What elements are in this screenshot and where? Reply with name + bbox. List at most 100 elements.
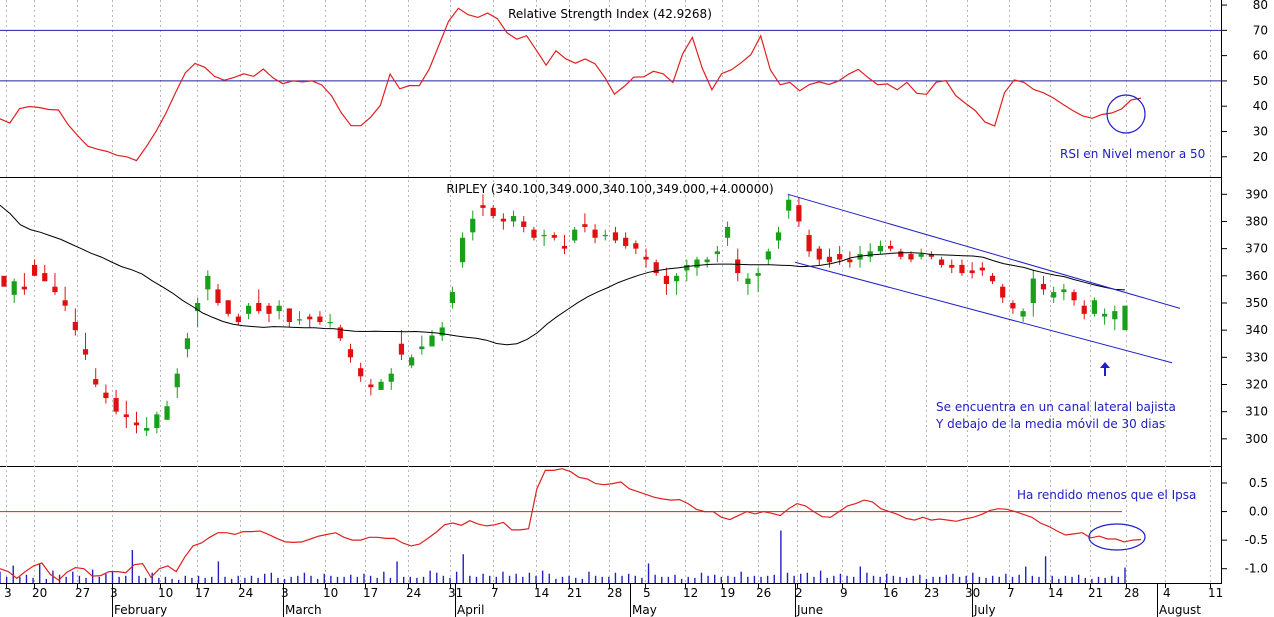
candle (928, 251, 934, 260)
candle-body (164, 406, 170, 420)
candle (582, 213, 588, 233)
y-tick-label: 360 (1245, 269, 1268, 283)
candle-body (572, 229, 578, 241)
candle-body (653, 262, 659, 274)
candle-body (826, 256, 833, 263)
candle-body (368, 384, 374, 388)
candle (1040, 275, 1047, 295)
y-tick-label: 20 (1253, 150, 1268, 164)
candle-body (1071, 292, 1077, 301)
candle-body (358, 368, 364, 377)
candle-body (765, 251, 771, 260)
descending-channel (787, 193, 1181, 364)
volume-bars (0, 530, 1126, 583)
candle (572, 226, 578, 244)
candle-body (82, 349, 89, 355)
rsi-panel: Relative Strength Index (42.9268) 20 30 40… (0, 0, 1268, 164)
candle-body (694, 259, 700, 268)
candle (531, 226, 537, 241)
up-arrow-icon (1100, 362, 1110, 376)
candle-body (449, 292, 455, 303)
candle-body (786, 199, 792, 211)
candle (358, 362, 364, 382)
candle-body (235, 316, 241, 322)
candle (42, 264, 48, 282)
y-tick-label: 380 (1245, 214, 1268, 228)
candle (796, 197, 802, 227)
candle-body (806, 235, 812, 252)
x-tick-label: 2 (795, 586, 803, 600)
candle-body (592, 229, 598, 238)
relative-annotation: Ha rendido menos que el Ipsa (1017, 488, 1196, 502)
x-tick-label: 11 (1208, 586, 1223, 600)
candle (541, 229, 547, 246)
candle (521, 216, 527, 233)
candle (786, 194, 792, 219)
candle-body (337, 327, 343, 339)
candle-body (42, 273, 48, 282)
candle (1020, 308, 1026, 322)
month-label: August (1159, 603, 1201, 617)
candle-body (633, 243, 639, 249)
candle (388, 368, 394, 390)
candle (1071, 289, 1077, 306)
y-tick-label: 340 (1245, 323, 1268, 337)
candle-body (62, 300, 68, 306)
candle (1061, 283, 1067, 301)
panel-frames (0, 0, 1222, 584)
rsi-y-ticks: 20 30 40 50 60 70 80 (1222, 0, 1268, 164)
price-title: RIPLEY (340.100,349.000,340.100,349.000,… (446, 182, 773, 196)
candle (133, 411, 140, 434)
candle (816, 245, 822, 265)
candle-body (133, 422, 140, 426)
x-tick-label: 3 (281, 586, 289, 600)
candle (72, 308, 78, 336)
candle-body (1010, 302, 1016, 309)
candle (765, 248, 771, 265)
candle-body (959, 264, 965, 274)
x-tick-label: 24 (238, 586, 253, 600)
candle-body (918, 254, 924, 257)
relative-y-ticks: -1.0 -0.5 0.0 0.5 (1222, 476, 1268, 576)
candle (1081, 300, 1087, 320)
candle (653, 259, 659, 276)
candle (398, 330, 405, 361)
candle (877, 240, 884, 255)
y-tick-label: 350 (1245, 296, 1268, 310)
candle-body (1051, 292, 1057, 298)
candle-body (1102, 313, 1108, 317)
candle-body (215, 289, 221, 303)
candle-body (388, 373, 394, 382)
candle (103, 384, 109, 404)
candle (510, 210, 517, 227)
candle (470, 210, 476, 241)
x-tick-label: 5 (643, 586, 651, 600)
x-tick-label: 4 (1163, 586, 1171, 600)
candle (215, 283, 221, 306)
candle (847, 251, 853, 268)
candle (775, 226, 782, 249)
candle (266, 302, 272, 322)
candle (480, 194, 486, 217)
x-gridlines (6, 0, 1211, 583)
candle-body (1000, 286, 1006, 298)
candle-body (286, 308, 292, 322)
candle (52, 273, 58, 295)
candle (979, 262, 985, 276)
candle (276, 300, 282, 320)
candle-body (928, 254, 934, 257)
candle-body (551, 235, 557, 238)
candle-body (1, 275, 7, 287)
candle (174, 368, 180, 399)
x-tick-label: 14 (1048, 586, 1063, 600)
candle (867, 243, 873, 263)
candle-body (938, 259, 945, 265)
price-annotation-1: Se encuentra en un canal lateral bajista (936, 400, 1176, 414)
x-tick-label: 16 (883, 586, 898, 600)
candle-body (296, 319, 303, 321)
candle-body (1112, 311, 1118, 320)
candle-body (510, 216, 517, 222)
candle (1030, 270, 1036, 317)
candle (643, 248, 649, 268)
candle-body (480, 205, 486, 208)
